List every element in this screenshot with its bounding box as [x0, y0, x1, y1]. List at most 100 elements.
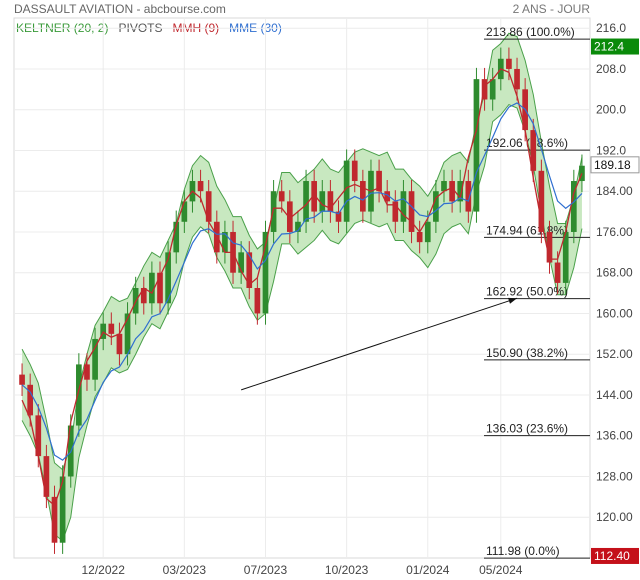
candle-body — [27, 384, 34, 416]
candle-body — [246, 252, 253, 288]
candle-body — [465, 181, 472, 212]
y-tick-label: 216.0 — [596, 21, 626, 35]
candle-body — [433, 191, 439, 222]
candle — [286, 190, 293, 244]
y-tick-label: 120.00 — [596, 510, 633, 524]
candle-body — [311, 181, 318, 212]
candle — [441, 169, 447, 203]
candle — [181, 190, 188, 233]
price-badge-label: 112.40 — [594, 549, 630, 563]
fib-level-label: 162.92 (50.0%) — [486, 285, 568, 299]
candle-body — [335, 211, 342, 222]
candle — [384, 180, 391, 213]
candle-body — [124, 313, 131, 355]
candle — [392, 190, 399, 233]
candle — [197, 169, 204, 203]
candle — [416, 220, 423, 254]
candle-body — [295, 221, 301, 232]
candle — [514, 57, 520, 101]
candle-body — [197, 181, 204, 192]
candle-body — [278, 191, 285, 202]
y-tick-label: 192.0 — [596, 143, 626, 157]
candle — [433, 180, 439, 233]
x-tick-label: 07/2023 — [244, 563, 288, 577]
candle-body — [270, 191, 277, 232]
y-tick-label: 176.00 — [596, 225, 633, 239]
price-badge-box — [590, 156, 640, 174]
price-badge-last: 189.18 — [590, 156, 640, 174]
price-badge-low: 112.40 — [591, 547, 639, 564]
candle-body — [181, 201, 188, 222]
candle-body — [384, 191, 391, 202]
keltner-band — [22, 33, 582, 542]
candle-body — [303, 181, 309, 222]
fib-level-label: 136.03 (23.6%) — [486, 422, 568, 436]
candle — [579, 154, 585, 193]
x-tick-label: 01/2024 — [406, 563, 450, 577]
y-tick-label: 136.00 — [596, 429, 633, 443]
candle — [400, 180, 407, 233]
candle — [360, 169, 366, 223]
mmh-line — [21, 68, 583, 507]
candle — [262, 220, 269, 325]
candle-body — [35, 415, 42, 457]
candle-body — [449, 181, 455, 202]
candle-body — [222, 231, 228, 253]
x-tick-label: 10/2023 — [325, 563, 369, 577]
price-badge-box — [591, 547, 639, 564]
candle-body — [360, 181, 366, 212]
candle-body — [554, 262, 561, 283]
trendline-arrowhead — [508, 297, 518, 304]
candle-body — [286, 201, 293, 232]
candle — [140, 276, 147, 315]
candle-body — [579, 165, 585, 182]
candle-body — [416, 231, 423, 243]
candle — [335, 200, 342, 233]
candle — [473, 67, 480, 223]
trendline[interactable] — [240, 297, 518, 391]
candle-body — [205, 191, 212, 222]
candle — [222, 220, 228, 264]
keltner-upper-line — [21, 32, 583, 471]
candle-body — [400, 191, 407, 222]
y-tick-label: 184.00 — [596, 184, 633, 198]
mme-line — [21, 102, 583, 461]
y-tick-label: 168.00 — [596, 266, 633, 280]
candle — [570, 169, 577, 244]
candle — [408, 180, 415, 244]
price-badge-label: 189.18 — [594, 158, 631, 172]
candle-body — [424, 221, 431, 243]
candle-body — [51, 496, 58, 543]
candle-body — [108, 323, 115, 334]
candle — [295, 210, 301, 244]
candle-body — [473, 79, 480, 212]
chart-title: DASSAULT AVIATION - abcbourse.com — [14, 2, 226, 16]
y-tick-label: 144.00 — [596, 388, 633, 402]
candle — [149, 261, 155, 315]
candle — [270, 180, 277, 244]
candle-body — [19, 374, 25, 385]
candle-body — [570, 181, 577, 232]
candle-body — [457, 181, 464, 202]
candle — [205, 180, 212, 233]
candle — [19, 363, 25, 396]
candle-body — [376, 170, 382, 192]
candle-body — [173, 221, 180, 253]
candle-body — [84, 364, 90, 380]
fib-level-label: 111.98 (0.0%) — [486, 544, 560, 558]
candle-body — [238, 252, 244, 273]
price-badge-label: 212.4 — [594, 40, 624, 54]
candle — [100, 312, 107, 351]
y-tick-label: 200.0 — [596, 103, 626, 117]
candle — [92, 327, 98, 391]
candle-body — [319, 191, 326, 212]
price-badge-high: 212.4 — [591, 38, 639, 55]
fib-level-label: 174.94 (61.8%) — [486, 223, 568, 237]
fib-level-label: 150.90 (38.2%) — [486, 346, 568, 360]
candle-body — [43, 456, 50, 497]
chart-period[interactable]: 2 ANS - JOUR — [512, 2, 590, 16]
candle-body — [140, 288, 147, 304]
candle-body — [116, 333, 123, 355]
candle — [311, 169, 318, 223]
